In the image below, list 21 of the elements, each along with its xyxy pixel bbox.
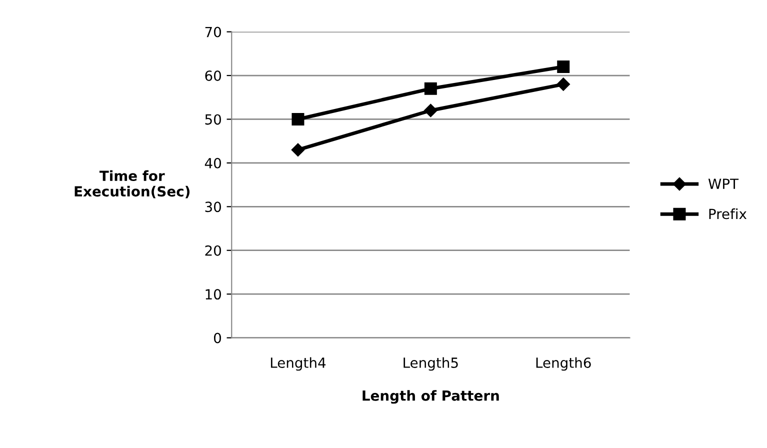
point bbox=[556, 78, 570, 91]
y-tick-label: 50 bbox=[205, 114, 221, 125]
x-axis-title: Length of Pattern bbox=[362, 390, 499, 404]
point bbox=[424, 82, 437, 95]
point bbox=[557, 60, 570, 74]
y-tick-label: 0 bbox=[214, 332, 221, 344]
y-tick-label: 30 bbox=[205, 202, 221, 212]
point bbox=[291, 143, 305, 156]
legend-label: Prefix bbox=[709, 208, 747, 220]
y-tick-label: 10 bbox=[206, 289, 221, 300]
y-tick-label: 20 bbox=[205, 245, 221, 256]
y-tick-label: 40 bbox=[204, 158, 221, 168]
point bbox=[292, 112, 304, 126]
legend-label: WPT bbox=[708, 178, 739, 189]
x-tick-label: Length5 bbox=[404, 357, 458, 371]
y-tick-label: 60 bbox=[205, 70, 221, 81]
x-tick-label: Length6 bbox=[536, 357, 591, 371]
y-axis-title: Time for Execution(Sec) bbox=[74, 170, 190, 198]
point bbox=[424, 104, 438, 118]
x-tick-label: Length4 bbox=[270, 357, 326, 371]
y-tick-label: 70 bbox=[205, 26, 221, 38]
